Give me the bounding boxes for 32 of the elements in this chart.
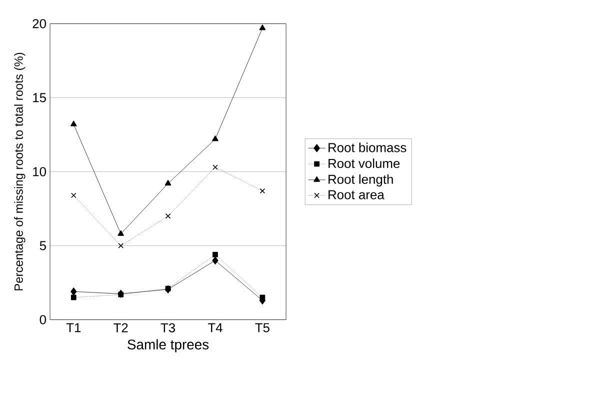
point xyxy=(164,180,172,186)
x-tick-label: T2 xyxy=(114,323,128,332)
point xyxy=(118,292,124,298)
point xyxy=(212,164,218,170)
y-tick-label: 5 xyxy=(40,241,46,250)
point xyxy=(118,243,124,248)
point xyxy=(260,188,266,194)
x-tick-label: T1 xyxy=(66,323,81,332)
y-tick-label: 10 xyxy=(33,167,46,176)
point xyxy=(212,136,218,142)
point xyxy=(165,213,171,219)
point xyxy=(70,288,77,296)
legend-label: Root length xyxy=(328,174,393,186)
y-tick-label: 20 xyxy=(32,19,46,28)
point xyxy=(259,24,266,30)
point xyxy=(212,256,218,264)
y-tick-label: 15 xyxy=(33,93,46,102)
x-axis-title: Samle tprees xyxy=(128,339,209,352)
legend-label: Root biomass xyxy=(328,142,406,152)
x-tick-label: T4 xyxy=(208,323,222,332)
legend-label: Root volume xyxy=(328,158,400,168)
x-tick-label: T5 xyxy=(255,323,270,332)
point xyxy=(70,120,77,126)
point xyxy=(70,192,76,198)
y-axis-title: Percentage of missing roots to total roots (%) xyxy=(14,52,26,290)
point xyxy=(212,252,218,258)
y-tick-label: 0 xyxy=(40,315,46,324)
point xyxy=(165,286,171,292)
legend-label: Root area xyxy=(328,190,384,200)
point xyxy=(118,230,124,236)
x-tick-label: T3 xyxy=(160,323,176,332)
point xyxy=(70,294,76,300)
